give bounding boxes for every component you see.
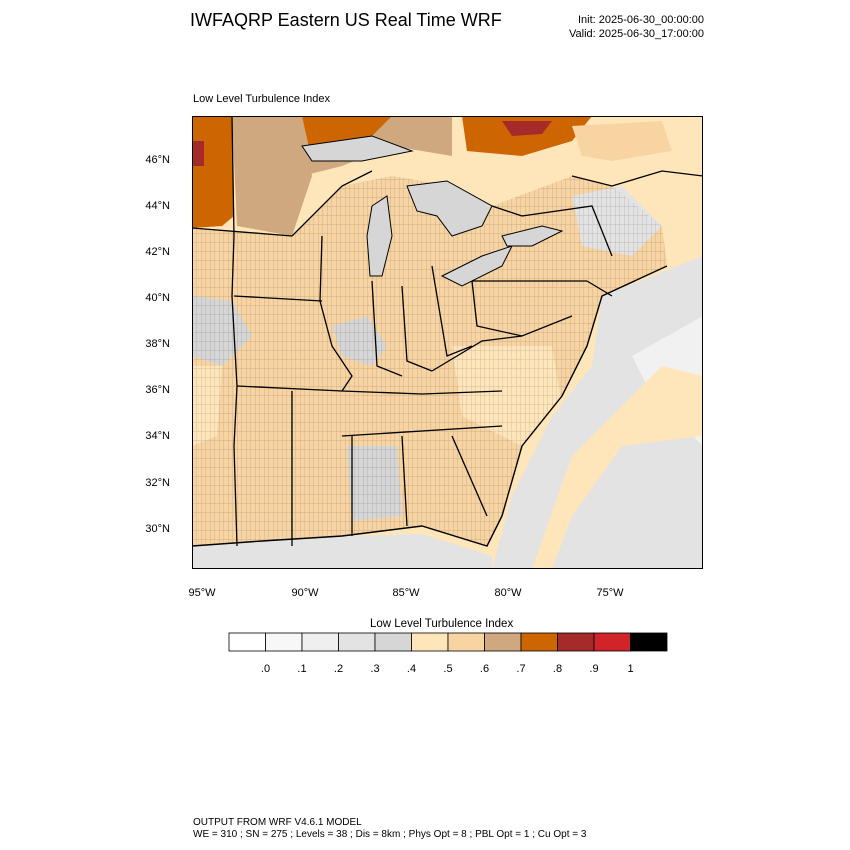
footer-model: OUTPUT FROM WRF V4.6.1 MODEL bbox=[193, 817, 362, 828]
time-info: Init: 2025-06-30_00:00:00 Valid: 2025-06… bbox=[569, 13, 704, 41]
colorbar-swatch bbox=[593, 632, 631, 652]
lat-label: 36°N bbox=[145, 384, 170, 396]
lake-ontario bbox=[501, 225, 564, 247]
coastline bbox=[192, 265, 668, 547]
lon-label: 90°W bbox=[291, 587, 319, 599]
colorbar-swatch bbox=[484, 632, 522, 652]
lat-label: 42°N bbox=[145, 246, 170, 258]
lon-label: 85°W bbox=[392, 587, 420, 599]
lat-label: 40°N bbox=[145, 292, 170, 304]
west-red bbox=[192, 141, 204, 166]
colorbar-swatch bbox=[557, 632, 595, 652]
lat-label: 30°N bbox=[145, 523, 170, 535]
colorbar-title: Low Level Turbulence Index bbox=[370, 618, 514, 630]
map-panel bbox=[192, 116, 703, 569]
lake-michigan bbox=[366, 195, 393, 277]
colorbar-label: .0 bbox=[260, 663, 271, 675]
map-frame bbox=[192, 116, 703, 569]
lat-label: 44°N bbox=[145, 200, 170, 212]
colorbar-swatch bbox=[447, 632, 485, 652]
plot-title: IWFAQRP Eastern US Real Time WRF bbox=[190, 10, 502, 30]
colorbar-label: .9 bbox=[589, 663, 599, 675]
lake-erie bbox=[440, 245, 513, 287]
colorbar-label: .2 bbox=[333, 663, 344, 675]
colorbar bbox=[228, 632, 668, 652]
north-central-tan bbox=[232, 116, 312, 236]
colorbar-swatch bbox=[301, 632, 339, 652]
colorbar-label: .3 bbox=[370, 663, 380, 675]
footer: OUTPUT FROM WRF V4.6.1 MODEL WE = 310 ; … bbox=[193, 817, 586, 841]
intl-border bbox=[291, 170, 703, 237]
colorbar-swatch bbox=[520, 632, 558, 652]
west-orange bbox=[192, 116, 234, 228]
colorbar-swatch bbox=[265, 632, 303, 652]
colorbar-label: .1 bbox=[297, 663, 307, 675]
colorbar-label: .7 bbox=[516, 663, 526, 675]
colorbar-label: .5 bbox=[443, 663, 453, 675]
ontario-red bbox=[502, 121, 552, 136]
lake-huron bbox=[406, 180, 493, 237]
ocean-field bbox=[492, 256, 703, 569]
colorbar-label: .4 bbox=[406, 663, 417, 675]
colorbar-swatch bbox=[338, 632, 376, 652]
lon-label: 80°W bbox=[494, 587, 522, 599]
lat-label: 32°N bbox=[145, 477, 170, 489]
ocean-band bbox=[532, 366, 703, 569]
ontario-orange bbox=[462, 116, 592, 156]
lake-superior bbox=[301, 135, 414, 162]
canada-tan-east bbox=[572, 121, 672, 161]
lon-label: 75°W bbox=[596, 587, 624, 599]
colorbar-label: 1 bbox=[627, 663, 634, 675]
colorbar-swatch bbox=[411, 632, 449, 652]
colorbar-label: .8 bbox=[552, 663, 563, 675]
gulf-field bbox=[192, 534, 492, 569]
colorbar-label: .6 bbox=[479, 663, 490, 675]
footer-config: WE = 310 ; SN = 275 ; Levels = 38 ; Dis … bbox=[193, 829, 587, 840]
colorbar-swatch bbox=[374, 632, 412, 652]
valid-time: Valid: 2025-06-30_17:00:00 bbox=[569, 28, 704, 40]
map-subtitle: Low Level Turbulence Index bbox=[193, 93, 330, 105]
lat-label: 46°N bbox=[145, 154, 170, 166]
lon-label: 95°W bbox=[188, 587, 216, 599]
init-time: Init: 2025-06-30_00:00:00 bbox=[578, 14, 704, 26]
colorbar-swatch bbox=[228, 632, 266, 652]
lat-label: 34°N bbox=[145, 430, 170, 442]
state-boundaries bbox=[192, 116, 613, 547]
colorbar-swatch bbox=[630, 632, 668, 652]
lat-label: 38°N bbox=[145, 338, 170, 350]
